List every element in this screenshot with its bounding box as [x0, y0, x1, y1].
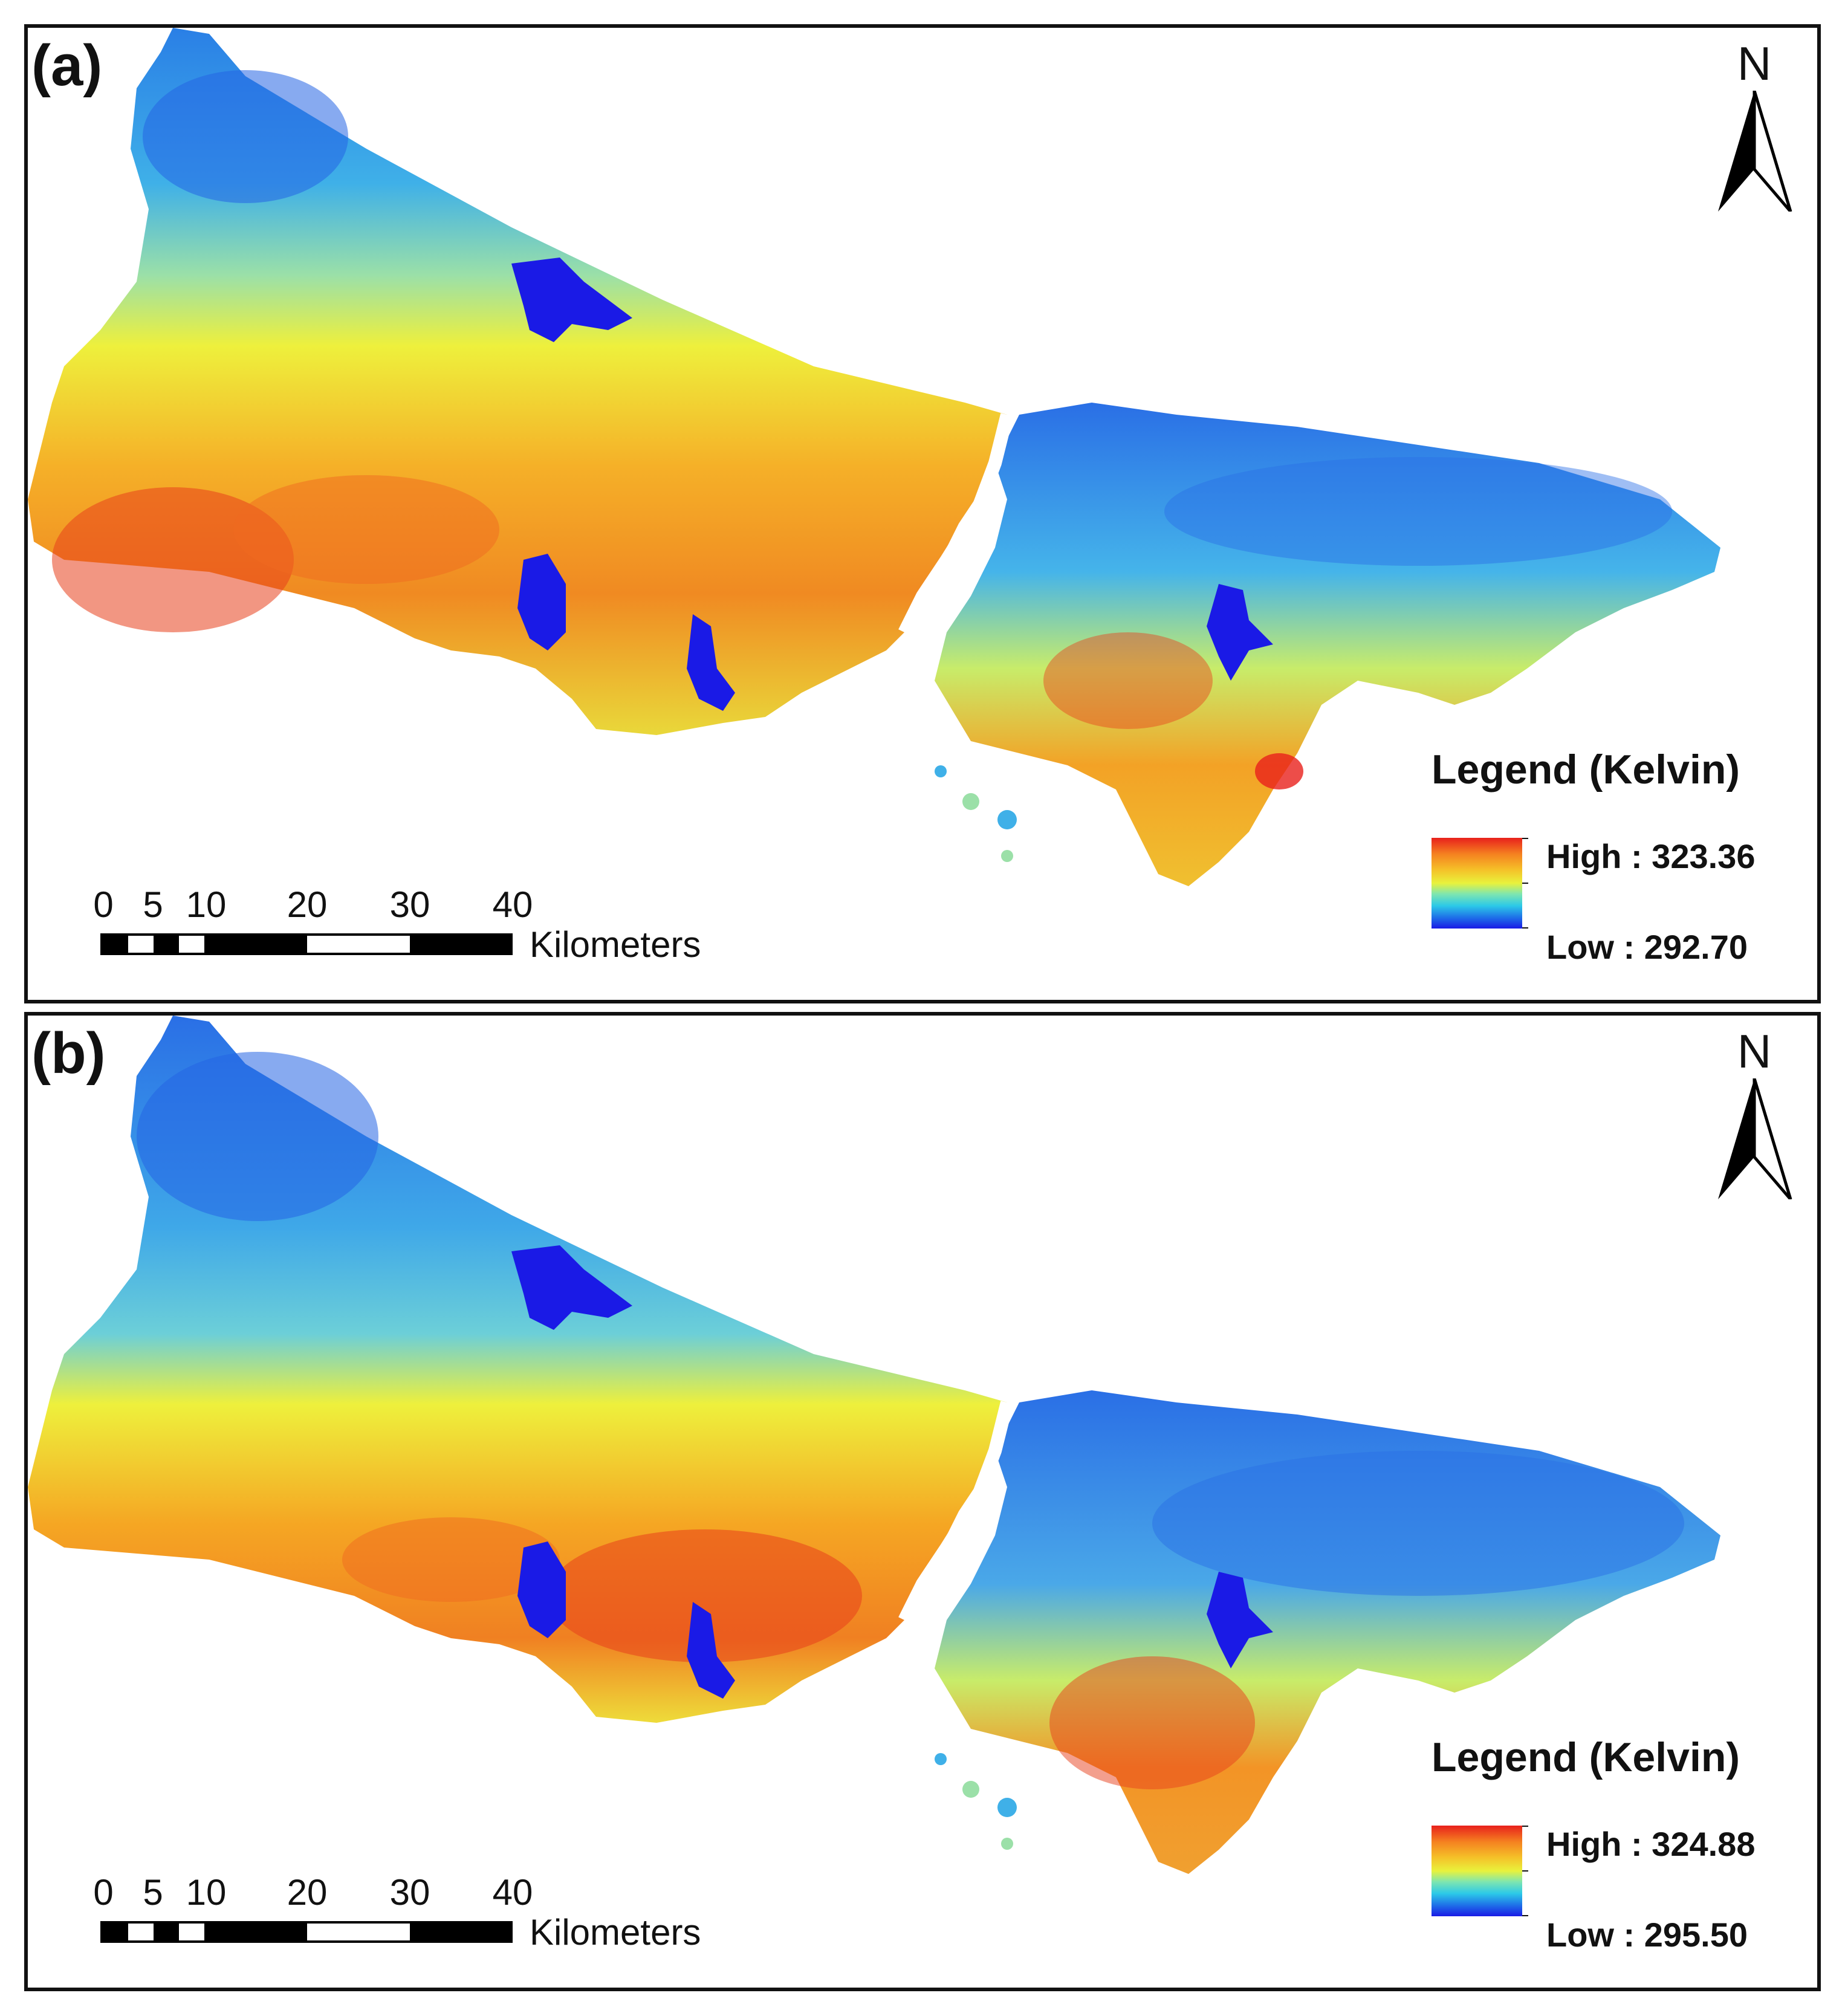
- legend-tick-low: [1522, 1915, 1528, 1916]
- map-panel-a: (a) N Legend (Kelvin) High : 323.36 Low …: [24, 24, 1821, 1003]
- scale-tick-label: 40: [492, 884, 533, 925]
- scale-track: [100, 933, 513, 955]
- scale-unit: Kilometers: [530, 1912, 701, 1953]
- legend-high-value: High : 324.88: [1546, 1825, 1756, 1863]
- hot-zone-asian-south: [1049, 1656, 1255, 1789]
- scale-tick-label: 10: [186, 1872, 227, 1913]
- legend-tick-mid: [1522, 883, 1528, 884]
- island: [997, 1798, 1017, 1817]
- legend-title: Legend (Kelvin): [1432, 1734, 1740, 1780]
- legend-low-value: Low : 292.70: [1546, 928, 1748, 966]
- reservoir-asian: [1207, 584, 1273, 681]
- hot-zone-asian-east: [1255, 753, 1303, 789]
- temperature-map-b: [28, 1016, 1720, 1874]
- scale-tick-label: 5: [143, 884, 163, 925]
- scale-tick-label: 10: [186, 884, 227, 925]
- legend-tick-high: [1522, 1826, 1528, 1827]
- hot-zone-asian-south: [1043, 632, 1213, 729]
- scale-tick-label: 30: [389, 1872, 430, 1913]
- lake-central: [687, 614, 735, 711]
- reservoir-north: [511, 258, 632, 342]
- scale-bar: 0 5 10 20 30 40 Kilometers: [76, 884, 741, 968]
- lake-west: [517, 1541, 566, 1638]
- panel-label: (a): [31, 33, 103, 98]
- island: [935, 1753, 947, 1765]
- scale-tick-label: 40: [492, 1872, 533, 1913]
- cool-zone-north: [137, 1052, 378, 1221]
- reservoir-asian: [1207, 1572, 1273, 1668]
- island: [1001, 850, 1013, 862]
- north-arrow-icon: [1718, 1078, 1792, 1199]
- cool-zone-north: [143, 70, 348, 203]
- north-letter: N: [1737, 1025, 1772, 1078]
- north-arrow: N: [1712, 1028, 1797, 1199]
- legend-color-ramp: [1432, 838, 1522, 929]
- north-letter: N: [1737, 37, 1772, 90]
- scale-tick-label: 30: [389, 884, 430, 925]
- legend: Legend (Kelvin) High : 323.36 Low : 292.…: [1432, 746, 1806, 966]
- scale-tick-label: 5: [143, 1872, 163, 1913]
- north-arrow: N: [1712, 40, 1797, 212]
- legend-high-value: High : 323.36: [1546, 837, 1756, 875]
- island: [1001, 1838, 1013, 1850]
- bosphorus-strait: [898, 1401, 1014, 1623]
- temperature-map-a: [28, 28, 1720, 886]
- legend: Legend (Kelvin) High : 324.88 Low : 295.…: [1432, 1734, 1806, 1954]
- legend-color-ramp: [1432, 1826, 1522, 1916]
- island: [962, 793, 979, 810]
- reservoir-north: [511, 1245, 632, 1330]
- hot-zone-west: [52, 487, 294, 632]
- north-arrow-icon: [1718, 91, 1792, 212]
- island: [935, 765, 947, 777]
- legend-low-value: Low : 295.50: [1546, 1916, 1748, 1954]
- scale-tick-label: 20: [287, 1872, 328, 1913]
- map-panel-b: (b) N Legend (Kelvin) High : 324.88 Low …: [24, 1012, 1821, 1991]
- scale-tick-label: 0: [93, 884, 114, 925]
- hot-zone-south-west: [233, 475, 499, 584]
- scale-tick-label: 20: [287, 884, 328, 925]
- island: [997, 810, 1017, 829]
- hot-zone-central: [548, 1529, 862, 1662]
- cool-zone-asian-north: [1164, 457, 1672, 566]
- scale-unit: Kilometers: [530, 924, 701, 965]
- island: [962, 1781, 979, 1798]
- legend-title: Legend (Kelvin): [1432, 747, 1740, 792]
- scale-bar: 0 5 10 20 30 40 Kilometers: [76, 1872, 741, 1956]
- scale-track: [100, 1921, 513, 1943]
- panel-label: (b): [31, 1021, 106, 1086]
- legend-tick-low: [1522, 927, 1528, 929]
- scale-tick-label: 0: [93, 1872, 114, 1913]
- asian-side-landmass: [935, 403, 1720, 886]
- bosphorus-strait: [898, 413, 1014, 635]
- cool-zone-asian-north: [1152, 1451, 1684, 1596]
- legend-tick-mid: [1522, 1870, 1528, 1872]
- hot-zone-south-west: [342, 1517, 560, 1602]
- lake-west: [517, 554, 566, 650]
- legend-tick-high: [1522, 838, 1528, 839]
- lake-central: [687, 1602, 735, 1699]
